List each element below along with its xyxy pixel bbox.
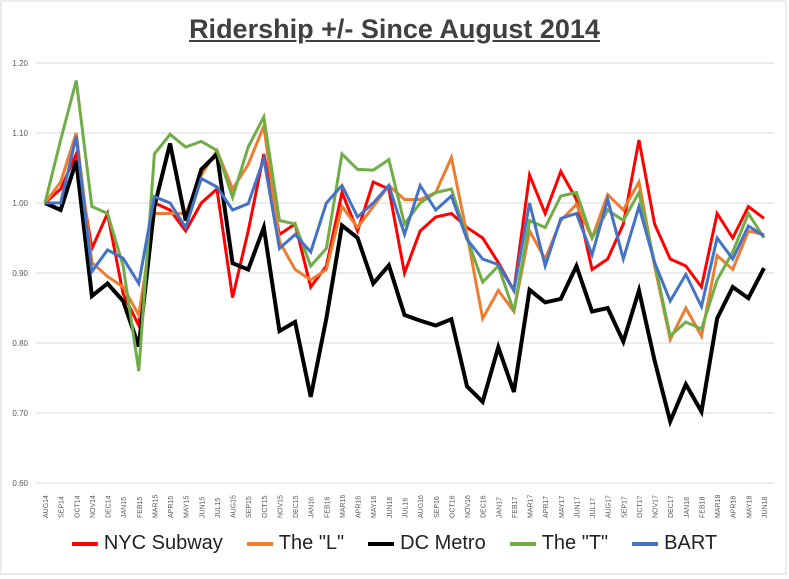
y-tick-label: 1.00 bbox=[12, 199, 28, 208]
legend-swatch bbox=[368, 541, 395, 546]
x-tick-label: AUG14 bbox=[43, 495, 50, 518]
series-line-nyc-subway bbox=[43, 139, 765, 331]
x-tick-label: JUL17 bbox=[590, 498, 597, 518]
x-tick-label: SEP16 bbox=[434, 496, 441, 518]
legend-item: The "L" bbox=[246, 532, 345, 555]
x-tick-label: SEP15 bbox=[246, 496, 253, 518]
x-tick-label: JUL16 bbox=[403, 498, 410, 518]
x-tick-label: MAR17 bbox=[528, 495, 535, 518]
x-tick-label: MAR15 bbox=[152, 495, 159, 518]
x-tick-label: NOV16 bbox=[465, 495, 472, 518]
x-tick-label: JUN15 bbox=[199, 496, 206, 518]
y-tick-label: 1.20 bbox=[12, 59, 28, 68]
series-line-dc-metro bbox=[44, 143, 766, 428]
x-tick-label: OCT14 bbox=[74, 495, 81, 518]
x-tick-label: SEP14 bbox=[59, 496, 66, 518]
x-tick-label: JAN18 bbox=[684, 497, 691, 518]
legend-swatch bbox=[632, 541, 659, 546]
y-tick-label: 0.90 bbox=[12, 269, 28, 278]
x-tick-label: AUG17 bbox=[606, 495, 613, 518]
legend-label: DC Metro bbox=[400, 532, 486, 554]
x-tick-label: DEC15 bbox=[293, 495, 300, 518]
x-tick-label: NOV17 bbox=[653, 495, 660, 518]
x-tick-label: JUN16 bbox=[387, 496, 394, 518]
chart-title: Ridership +/- Since August 2014 bbox=[189, 14, 600, 44]
x-tick-label: NOV15 bbox=[277, 495, 284, 518]
x-tick-label: APR17 bbox=[543, 496, 550, 518]
legend-item: NYC Subway bbox=[71, 532, 223, 555]
y-tick-label: 0.60 bbox=[12, 479, 28, 488]
legend-swatch bbox=[71, 541, 98, 546]
x-tick-label: MAY18 bbox=[746, 495, 753, 518]
x-tick-label: SEP17 bbox=[621, 496, 628, 518]
x-tick-label: FEB15 bbox=[137, 496, 144, 518]
legend-label: NYC Subway bbox=[103, 532, 223, 554]
x-tick-label: JAN16 bbox=[309, 497, 316, 518]
x-tick-label: OCT17 bbox=[637, 495, 644, 518]
legend-label: The "L" bbox=[278, 532, 345, 554]
x-tick-label: APR15 bbox=[168, 496, 175, 518]
y-tick-label: 1.10 bbox=[12, 129, 28, 138]
legend-label: BART bbox=[664, 532, 718, 554]
y-tick-label: 0.70 bbox=[12, 409, 28, 418]
x-tick-label: OCT16 bbox=[449, 495, 456, 518]
legend-swatch bbox=[509, 541, 536, 546]
x-tick-label: MAY15 bbox=[184, 495, 191, 518]
legend-swatch bbox=[246, 541, 273, 546]
legend: NYC Subway The "L" DC Metro The "T" BART bbox=[0, 532, 789, 555]
series-line-bart bbox=[45, 136, 765, 312]
x-tick-label: JAN15 bbox=[121, 497, 128, 518]
x-tick-label: MAR16 bbox=[340, 495, 347, 518]
x-tick-label: AUG16 bbox=[418, 495, 425, 518]
x-tick-label: FEB17 bbox=[512, 496, 519, 518]
x-tick-label: APR18 bbox=[731, 496, 738, 518]
x-tick-label: JUN18 bbox=[762, 496, 769, 518]
x-tick-label: DEC14 bbox=[106, 495, 113, 518]
x-tick-label: JUN17 bbox=[574, 496, 581, 518]
x-tick-label: OCT15 bbox=[262, 495, 269, 518]
legend-item: DC Metro bbox=[368, 532, 486, 555]
x-tick-label: JAN17 bbox=[496, 497, 503, 518]
series-line-the-t- bbox=[43, 80, 766, 372]
y-tick-label: 0.80 bbox=[12, 339, 28, 348]
x-tick-label: FEB16 bbox=[324, 496, 331, 518]
legend-item: The "T" bbox=[509, 532, 609, 555]
legend-label: The "T" bbox=[541, 532, 609, 554]
x-tick-label: MAR18 bbox=[715, 495, 722, 518]
x-tick-label: AUG15 bbox=[231, 495, 238, 518]
legend-item: BART bbox=[632, 532, 717, 555]
x-tick-label: FEB18 bbox=[699, 496, 706, 518]
x-tick-label: MAY16 bbox=[371, 495, 378, 518]
x-tick-label: APR16 bbox=[356, 496, 363, 518]
x-tick-label: MAY17 bbox=[559, 495, 566, 518]
x-tick-label: DEC16 bbox=[481, 495, 488, 518]
x-tick-label: JUL15 bbox=[215, 498, 222, 518]
x-tick-label: DEC17 bbox=[668, 495, 675, 518]
x-tick-label: NOV14 bbox=[90, 495, 97, 518]
